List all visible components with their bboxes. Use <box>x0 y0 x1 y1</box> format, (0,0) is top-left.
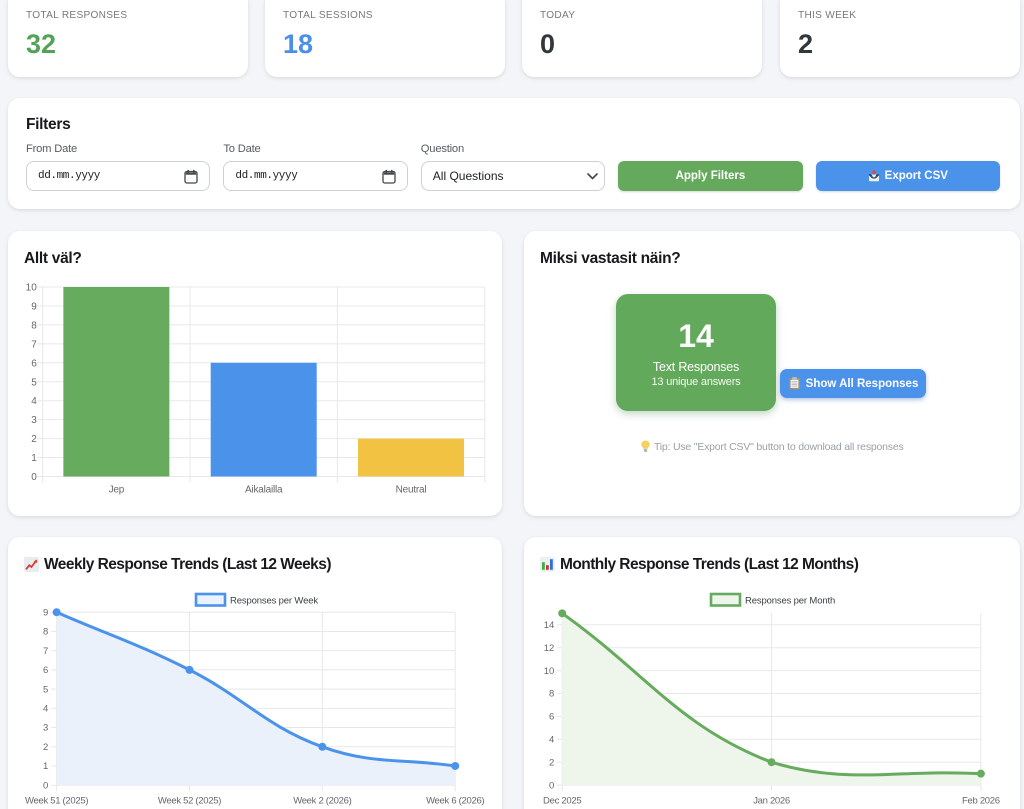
svg-text:6: 6 <box>31 358 37 369</box>
svg-text:Responses per Month: Responses per Month <box>745 596 835 607</box>
svg-text:1: 1 <box>43 761 48 772</box>
svg-text:10: 10 <box>26 283 38 294</box>
svg-text:10: 10 <box>544 666 555 677</box>
svg-text:6: 6 <box>549 712 554 723</box>
svg-text:0: 0 <box>549 780 554 791</box>
svg-text:Feb 2026: Feb 2026 <box>962 796 1000 807</box>
svg-text:0: 0 <box>31 472 37 483</box>
svg-text:5: 5 <box>43 684 48 695</box>
svg-text:1: 1 <box>31 453 37 464</box>
svg-text:9: 9 <box>43 607 48 618</box>
svg-text:Aikalailla: Aikalailla <box>245 485 283 496</box>
svg-text:8: 8 <box>31 320 37 331</box>
svg-text:Responses per Week: Responses per Week <box>230 596 318 607</box>
svg-text:Week 52 (2025): Week 52 (2025) <box>158 796 221 807</box>
svg-text:9: 9 <box>31 301 37 312</box>
svg-text:3: 3 <box>43 723 48 734</box>
svg-text:0: 0 <box>43 780 48 791</box>
svg-text:3: 3 <box>31 415 37 426</box>
svg-text:7: 7 <box>31 339 37 350</box>
svg-text:Week 2 (2026): Week 2 (2026) <box>293 796 351 807</box>
svg-text:4: 4 <box>549 735 554 746</box>
svg-text:Dec 2025: Dec 2025 <box>543 796 581 807</box>
svg-text:6: 6 <box>43 665 48 676</box>
svg-text:Week 6 (2026): Week 6 (2026) <box>426 796 484 807</box>
svg-text:2: 2 <box>31 434 37 445</box>
svg-text:7: 7 <box>43 646 48 657</box>
svg-text:8: 8 <box>549 689 554 700</box>
svg-text:Jan 2026: Jan 2026 <box>753 796 790 807</box>
svg-text:4: 4 <box>31 396 37 407</box>
svg-text:Jep: Jep <box>109 485 125 496</box>
svg-text:8: 8 <box>43 627 48 638</box>
svg-text:14: 14 <box>544 620 555 631</box>
svg-text:Week 51 (2025): Week 51 (2025) <box>25 796 88 807</box>
svg-text:5: 5 <box>31 377 37 388</box>
svg-text:4: 4 <box>43 704 48 715</box>
svg-text:12: 12 <box>544 643 555 654</box>
svg-text:Neutral: Neutral <box>396 485 427 496</box>
svg-text:2: 2 <box>43 742 48 753</box>
svg-text:2: 2 <box>549 757 554 768</box>
